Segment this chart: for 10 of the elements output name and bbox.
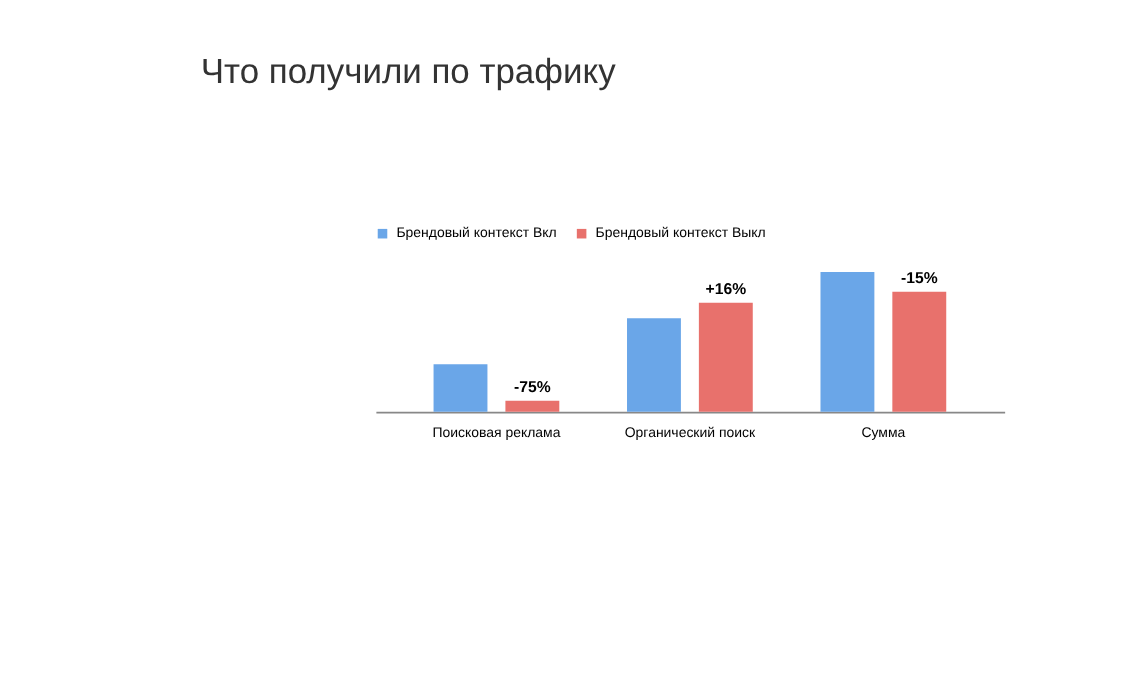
- bar: [698, 302, 753, 412]
- bar: [627, 318, 681, 412]
- annotation: +16%: [705, 280, 747, 299]
- chart-title: Что получили по трафику: [200, 51, 617, 92]
- annotation: -15%: [900, 268, 938, 287]
- bar: [820, 272, 875, 412]
- bar: [433, 364, 488, 412]
- bar: [505, 400, 560, 412]
- bar: [892, 291, 947, 412]
- annotation: -75%: [514, 377, 551, 396]
